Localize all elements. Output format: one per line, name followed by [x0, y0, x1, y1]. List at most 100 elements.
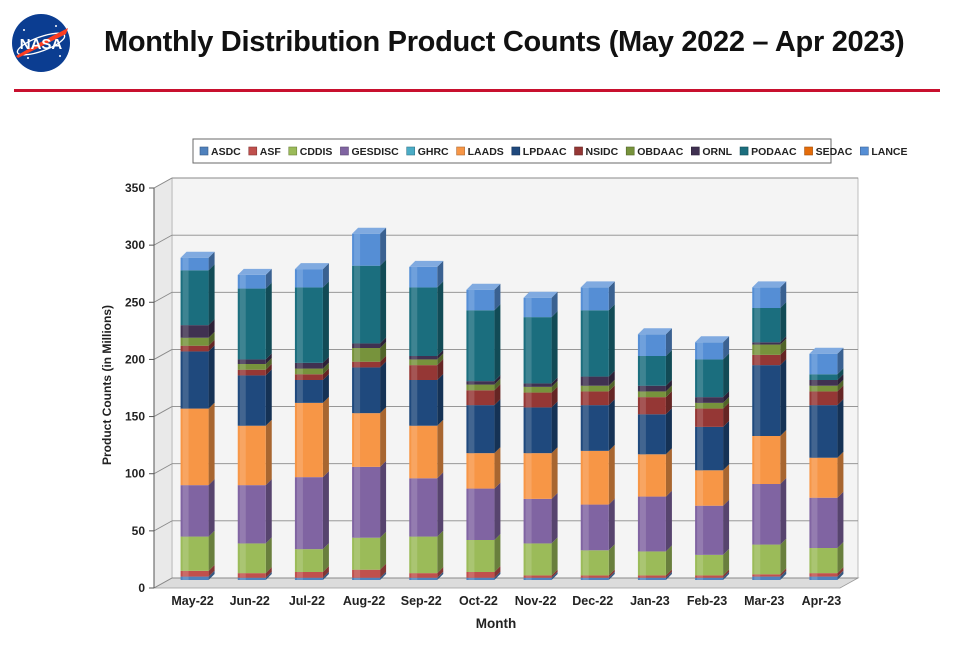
bar-segment-highlight: [468, 381, 475, 385]
bar-segment-highlight: [296, 572, 303, 578]
bar-segment-side: [665, 328, 672, 356]
bar-segment-side: [665, 408, 672, 455]
bar-segment-highlight: [639, 356, 646, 386]
bar-segment-side: [380, 563, 387, 578]
bar-segment-highlight: [411, 425, 418, 479]
bar-segment-highlight: [754, 354, 761, 366]
bar-segment-highlight: [468, 540, 475, 572]
bar-segment-side: [265, 363, 272, 376]
bar-segment-side: [322, 368, 329, 380]
legend-label: ORNL: [702, 146, 732, 158]
y-tick-label: 150: [125, 410, 145, 424]
bar-segment-highlight: [639, 385, 646, 392]
y-tick-label: 300: [125, 238, 145, 252]
bar-segment-side: [437, 353, 444, 366]
bar-segment-highlight: [754, 365, 761, 436]
bar-segment-highlight: [239, 425, 246, 486]
bar-segment-side: [608, 399, 615, 451]
bar-segment-highlight: [582, 575, 589, 578]
bar-segment-highlight: [239, 359, 246, 364]
bar-segment-side: [837, 567, 844, 577]
y-axis-title: Product Counts (in Millions): [100, 305, 114, 465]
bar-segment-side: [551, 377, 558, 387]
x-tick-label: Oct-22: [459, 594, 498, 608]
bar-segment-side: [723, 402, 730, 427]
bar-segment-side: [322, 356, 329, 369]
bar-segment-highlight: [239, 543, 246, 574]
legend-swatch: [739, 146, 749, 156]
bar-segment-highlight: [296, 269, 303, 288]
bar-segment-side: [494, 482, 501, 540]
gridline-depth: [153, 406, 173, 417]
bar-segment-side: [665, 379, 672, 392]
gridline-depth: [153, 349, 173, 360]
bar-segment-highlight: [239, 485, 246, 544]
bar-segment-side: [780, 538, 787, 575]
bar-segment-side: [265, 571, 272, 580]
bar-top-cap: [466, 283, 501, 290]
bar-segment-highlight: [697, 408, 704, 427]
page-title: Monthly Distribution Product Counts (May…: [104, 26, 905, 58]
bar-segment-highlight: [411, 359, 418, 366]
bar-segment-side: [437, 374, 444, 426]
legend-swatch: [860, 146, 869, 156]
bar-segment-highlight: [411, 365, 418, 380]
bar-segment-highlight: [754, 308, 761, 343]
bar-segment-highlight: [411, 266, 418, 288]
bar-segment-highlight: [754, 436, 761, 484]
bar-segment: [637, 385, 666, 392]
bar-segment-side: [322, 362, 329, 375]
bar-segment-highlight: [411, 356, 418, 360]
bar-segment: [695, 397, 724, 403]
bar-segment-highlight: [754, 576, 761, 580]
bar-top-cap: [237, 268, 272, 275]
x-tick-label: Aug-22: [343, 594, 385, 608]
x-tick-label: Apr-23: [802, 594, 842, 608]
bar-segment-side: [265, 567, 272, 578]
bar-segment-side: [208, 402, 215, 486]
x-tick-label: Feb-23: [687, 594, 727, 608]
bar-segment-highlight: [182, 576, 189, 580]
legend-label: OBDAAC: [637, 146, 683, 158]
bar-segment-side: [322, 396, 329, 478]
bar-segment-highlight: [582, 577, 589, 580]
gridline-depth: [153, 234, 173, 246]
bar-segment-highlight: [582, 405, 589, 451]
bar-segment-highlight: [411, 577, 418, 580]
bar-segment-side: [665, 490, 672, 552]
bar-segment-highlight: [582, 450, 589, 505]
bar-segment: [637, 391, 666, 398]
bar-segment-side: [551, 447, 558, 499]
bar-segment-highlight: [811, 380, 818, 386]
bar-segment-side: [551, 492, 558, 544]
bar-segment-highlight: [239, 288, 246, 360]
bar-segment: [466, 577, 495, 580]
x-tick-label: Dec-22: [572, 594, 613, 608]
bar-segment-highlight: [811, 457, 818, 498]
bar-top-cap: [180, 251, 215, 258]
bar-segment-highlight: [525, 577, 532, 580]
bar-segment-highlight: [525, 407, 532, 454]
bar-segment-highlight: [354, 233, 361, 266]
bar-segment-side: [837, 570, 844, 580]
nasa-logo-text: NASA: [20, 36, 63, 53]
bar-segment-side: [437, 281, 444, 356]
bar-segment: [809, 380, 838, 386]
x-tick-label: Sep-22: [401, 594, 442, 608]
bar-segment-highlight: [354, 361, 361, 368]
legend-swatch: [804, 146, 813, 156]
bar-segment-highlight: [582, 287, 589, 311]
bar-segment-side: [665, 571, 672, 580]
legend-swatch: [340, 146, 349, 156]
bar-segment-side: [322, 543, 329, 572]
title-divider: [14, 89, 940, 92]
bar-segment: [237, 359, 266, 364]
bar-segment-highlight: [754, 287, 761, 308]
bar-segment-side: [380, 355, 387, 368]
bar-segment-highlight: [582, 504, 589, 551]
bar-segment: [409, 359, 438, 366]
bar-segment: [752, 576, 781, 580]
bar-segment-side: [265, 419, 272, 486]
bar-segment-highlight: [639, 575, 646, 578]
bar-segment-side: [608, 379, 615, 392]
